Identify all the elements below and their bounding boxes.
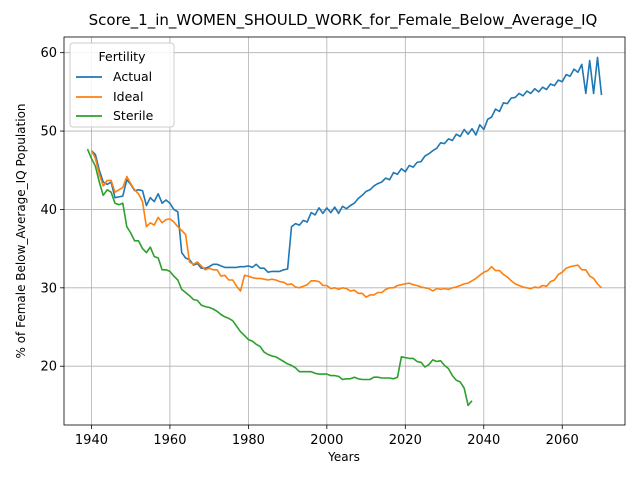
x-tick-label: 2040 [467,433,500,448]
y-tick-label: 50 [40,125,57,140]
x-tick-label: 2060 [546,433,579,448]
legend-label-sterile: Sterile [113,108,154,123]
x-tick-label: 2020 [389,433,422,448]
x-tick-label: 1960 [153,433,186,448]
x-tick-label: 1940 [75,433,108,448]
legend-label-actual: Actual [113,69,152,84]
series-line-ideal [90,150,603,298]
plot-frame [63,36,626,426]
y-axis-label: % of Female Below_Average_IQ Population [14,103,28,358]
x-tick-label: 2000 [310,433,343,448]
grid-lines [64,37,625,425]
legend-label-ideal: Ideal [113,89,143,104]
legend-box [69,42,175,128]
y-tick-label: 20 [40,360,57,375]
series-line-sterile [86,148,473,407]
y-tick-label: 60 [40,46,57,61]
x-tick-label: 1980 [232,433,265,448]
y-tick-label: 30 [40,281,57,296]
series-line-actual [90,56,603,273]
axis-ticks: 1940 1960 1980 2000 2020 2040 2060 20 30 40 50 60 [40,46,578,448]
chart-title: Score_1_in_WOMEN_SHOULD_WORK_for_Female_… [89,11,598,30]
x-axis-label: Years [327,450,360,464]
series-lines [86,56,603,407]
legend: Fertility Actual Ideal Sterile [69,42,175,128]
legend-title: Fertility [99,49,147,64]
y-tick-label: 40 [40,203,57,218]
